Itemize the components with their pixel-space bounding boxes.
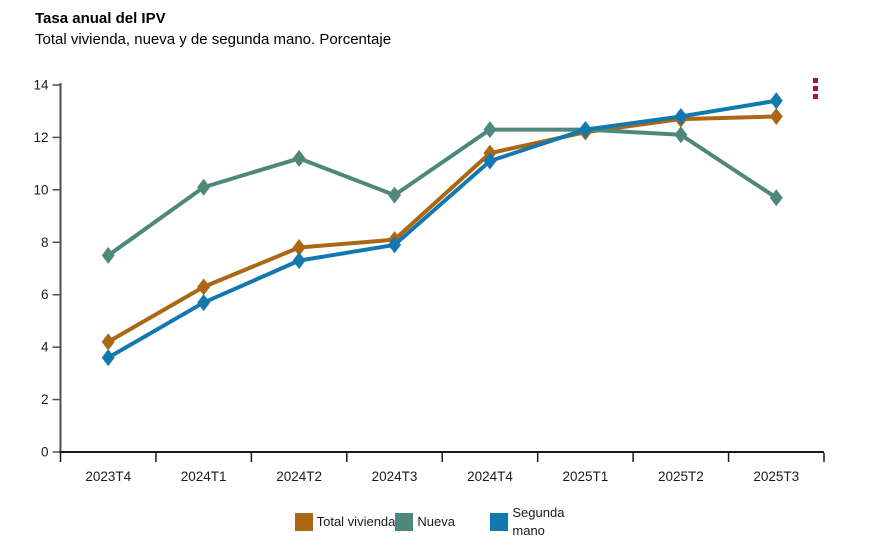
series-marker-nueva <box>674 126 688 144</box>
x-axis-label: 2024T4 <box>467 469 513 484</box>
series-marker-segunda-mano <box>388 236 402 254</box>
kebab-dot <box>812 77 818 83</box>
kebab-dot <box>812 93 818 99</box>
chart-title: Tasa anual del IPV <box>35 10 166 27</box>
chart-legend: Total vivienda Nueva Segunda mano <box>0 504 880 540</box>
y-axis-label: 14 <box>33 78 49 93</box>
series-line-total-vivienda <box>106 114 779 344</box>
series-marker-segunda-mano <box>769 92 783 110</box>
legend-label-segunda-mano: Segunda mano <box>512 505 565 539</box>
x-axis-label: 2025T1 <box>563 469 609 484</box>
legend-item-total-vivienda[interactable]: Total vivienda <box>294 513 396 532</box>
legend-swatch-total-vivienda <box>294 513 313 532</box>
series-marker-nueva <box>197 178 211 196</box>
line-chart: 0 2 4 6 8 10 12 14 2023T4 2024T1 2024T2 2024T3 2024T… <box>33 78 825 484</box>
x-axis-label: 2023T4 <box>85 469 131 484</box>
y-axis-label: 0 <box>41 445 49 460</box>
y-axis-label: 4 <box>41 340 49 355</box>
x-axis-label: 2024T3 <box>372 469 418 484</box>
chart-subtitle: Total vivienda, nueva y de segunda mano.… <box>35 31 392 48</box>
series-marker-nueva <box>101 246 115 264</box>
series-marker-nueva <box>483 121 497 139</box>
series-marker-total-vivienda <box>292 239 306 257</box>
series-marker-total-vivienda <box>197 278 211 296</box>
series-marker-nueva <box>292 149 306 167</box>
series-marker-segunda-mano <box>292 252 306 270</box>
x-axis-label: 2025T2 <box>658 469 704 484</box>
series-line-nueva <box>106 127 779 258</box>
kebab-menu-icon[interactable] <box>804 71 826 105</box>
y-axis-label: 6 <box>41 287 49 302</box>
x-axis-label: 2024T2 <box>276 469 322 484</box>
legend-item-segunda-mano[interactable]: Segunda mano <box>490 504 585 540</box>
series-marker-total-vivienda <box>769 107 783 125</box>
legend-swatch-nueva <box>395 513 414 532</box>
series-line-segunda-mano <box>106 98 779 360</box>
series-marker-segunda-mano <box>578 121 592 139</box>
series-marker-nueva <box>388 186 402 204</box>
series-marker-segunda-mano <box>197 294 211 312</box>
chart-header: Tasa anual del IPV Total vivienda, nueva… <box>35 10 391 49</box>
y-axis-label: 8 <box>41 235 49 250</box>
legend-label-nueva: Nueva <box>417 514 455 530</box>
x-axis-label: 2025T3 <box>753 469 799 484</box>
legend-label-total-vivienda: Total vivienda <box>316 514 396 530</box>
series-marker-total-vivienda <box>101 333 115 351</box>
y-axis-label: 10 <box>33 182 48 197</box>
y-axis-label: 12 <box>33 130 48 145</box>
legend-swatch-segunda-mano <box>490 513 509 532</box>
series-marker-nueva <box>769 189 783 207</box>
kebab-dot <box>812 85 818 91</box>
series-marker-segunda-mano <box>483 152 497 170</box>
series-marker-segunda-mano <box>101 349 115 367</box>
legend-item-nueva[interactable]: Nueva <box>395 513 490 532</box>
series-marker-segunda-mano <box>674 107 688 125</box>
x-axis-label: 2024T1 <box>181 469 227 484</box>
y-axis-label: 2 <box>41 392 49 407</box>
